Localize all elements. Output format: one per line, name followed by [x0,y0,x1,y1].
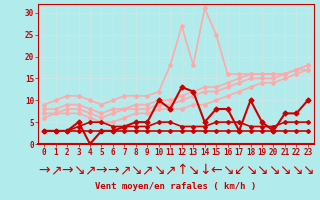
X-axis label: Vent moyen/en rafales ( km/h ): Vent moyen/en rafales ( km/h ) [95,182,257,191]
